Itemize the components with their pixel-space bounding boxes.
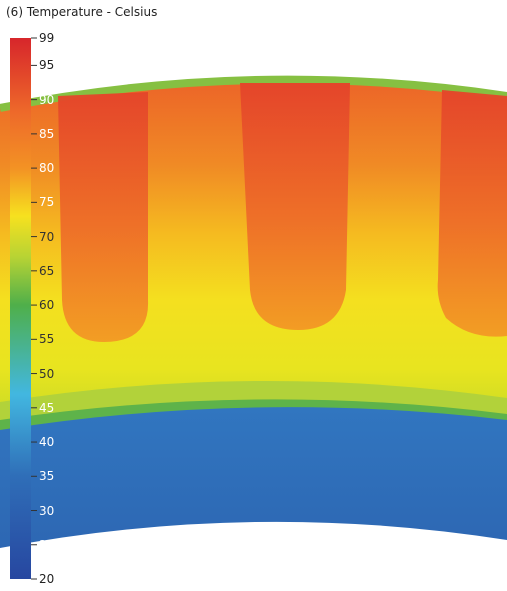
legend-tick-label: 55 [39, 332, 55, 347]
blue-band [0, 407, 507, 548]
legend-tick-label: 85 [39, 126, 55, 141]
legend-tick-label: 40 [39, 435, 55, 450]
legend-tick-label: 65 [39, 263, 55, 278]
legend-color-bar [10, 38, 31, 579]
legend-tick-label: 95 [39, 58, 55, 73]
legend-tick-label: 99 [39, 31, 55, 45]
hot-slot-1 [58, 92, 149, 342]
green-transition-inner [0, 399, 507, 432]
legend-tick-label: 35 [39, 469, 55, 484]
legend-tick-label: 60 [39, 298, 55, 313]
plot-title: (6) Temperature - Celsius [6, 5, 158, 19]
legend-tick-label: 70 [39, 229, 55, 244]
hot-slot-3 [437, 90, 507, 337]
legend-tick-label: 80 [39, 161, 55, 176]
legend-tick-label: 90 [39, 92, 55, 107]
hot-slot-2 [240, 83, 350, 330]
legend-tick-label: 50 [39, 366, 55, 381]
legend-tick-label: 25 [39, 537, 55, 552]
legend-tick-label: 20 [39, 572, 55, 586]
legend-tick-label: 30 [39, 503, 55, 518]
legend-tick-label: 45 [39, 400, 55, 415]
legend-tick-label: 75 [39, 195, 55, 210]
